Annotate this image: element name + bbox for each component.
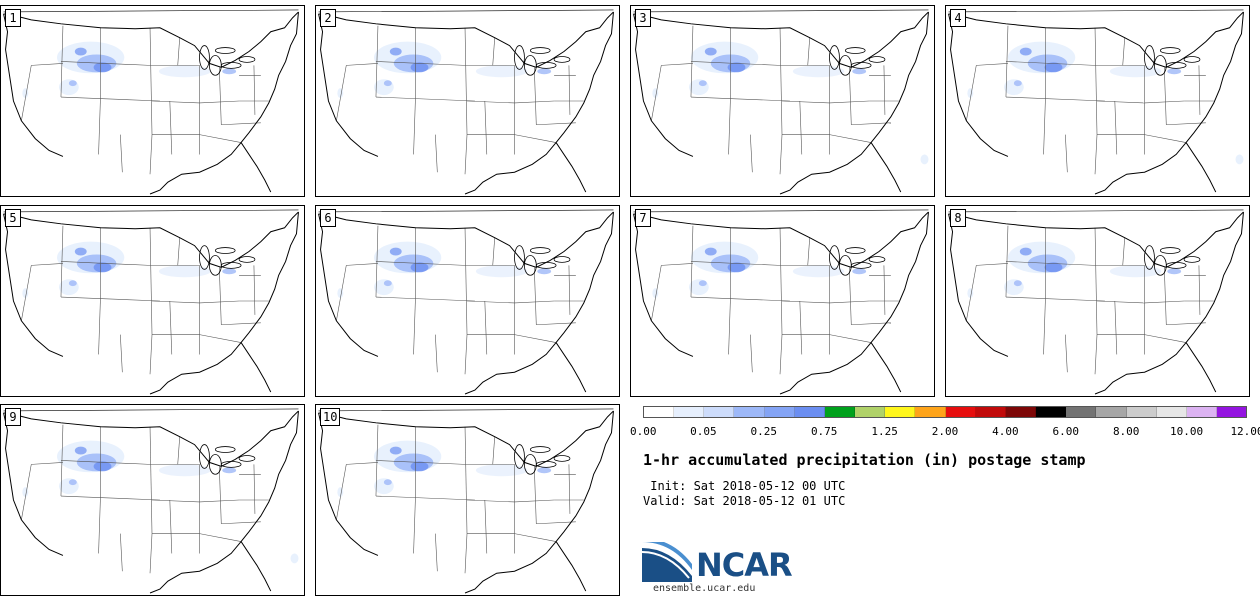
colorbar-tick-label: 4.00 <box>992 425 1019 438</box>
panel-number: 8 <box>950 209 966 227</box>
us-map <box>633 209 929 395</box>
colorbar-segment <box>824 407 856 417</box>
map-panel-9: 9 <box>0 404 305 596</box>
us-map <box>3 9 299 195</box>
precip-field <box>22 440 299 564</box>
colorbar-tick-label: 6.00 <box>1052 425 1080 438</box>
ncar-url: ensemble.ucar.edu <box>653 583 756 594</box>
colorbar-segment <box>855 407 886 417</box>
ncar-logo-text: NCAR <box>696 546 793 584</box>
map-panel-2: 2 <box>315 5 620 197</box>
panel-number: 10 <box>320 408 341 426</box>
precip-colorbar <box>643 406 1247 418</box>
colorbar-segment <box>1096 407 1127 417</box>
colorbar-tick-label: 0.05 <box>690 425 717 438</box>
precip-field <box>22 41 237 99</box>
ncar-swoosh-icon <box>642 542 692 582</box>
colorbar-segment <box>1216 407 1247 417</box>
us-map <box>3 209 299 395</box>
us-map <box>318 408 614 594</box>
map-panel-6: 6 <box>315 205 620 397</box>
panel-number: 1 <box>5 9 21 27</box>
us-map <box>948 209 1244 395</box>
colorbar-segment <box>704 407 735 417</box>
colorbar-tick-label: 0.00 <box>630 425 657 438</box>
precip-field <box>337 41 552 99</box>
colorbar-tick-label: 0.25 <box>750 425 778 438</box>
colorbar-segment <box>1126 407 1157 417</box>
init-time: Init: Sat 2018-05-12 00 UTC <box>643 479 846 493</box>
colorbar-segment <box>1156 407 1187 417</box>
colorbar-segment <box>734 407 765 417</box>
panel-number: 5 <box>5 209 21 227</box>
us-map <box>633 9 929 195</box>
map-panel-5: 5 <box>0 205 305 397</box>
panel-number: 6 <box>320 209 336 227</box>
precip-field <box>337 241 552 299</box>
colorbar-segment <box>915 407 946 417</box>
colorbar-tick-label: 12.00 <box>1230 425 1260 438</box>
map-panel-8: 8 <box>945 205 1250 397</box>
colorbar-segment <box>975 407 1006 417</box>
colorbar-segment <box>885 407 916 417</box>
panel-number: 3 <box>635 9 651 27</box>
colorbar-segment <box>1005 407 1037 417</box>
colorbar-tick-label: 8.00 <box>1112 425 1140 438</box>
valid-time: Valid: Sat 2018-05-12 01 UTC <box>643 494 846 508</box>
precip-field <box>337 440 552 498</box>
precip-field <box>652 41 929 165</box>
precip-field <box>652 241 867 299</box>
colorbar-segment <box>1066 407 1097 417</box>
colorbar-segment <box>764 407 795 417</box>
panel-number: 9 <box>5 408 21 426</box>
panel-number: 7 <box>635 209 651 227</box>
map-panel-4: 4 <box>945 5 1250 197</box>
us-map <box>318 9 614 195</box>
colorbar-segment <box>1036 407 1067 417</box>
colorbar-tick-label: 10.00 <box>1170 425 1204 438</box>
us-map <box>318 209 614 395</box>
ncar-logo: NCAR ensemble.ucar.edu <box>642 540 793 596</box>
colorbar-segment <box>1186 407 1217 417</box>
map-panel-7: 7 <box>630 205 935 397</box>
precip-field <box>22 241 237 299</box>
us-map <box>948 9 1244 195</box>
precip-field <box>967 41 1244 165</box>
colorbar-tick-label: 2.00 <box>931 425 959 438</box>
precip-field <box>967 241 1182 299</box>
panel-number: 2 <box>320 9 336 27</box>
colorbar-tick-label: 1.25 <box>871 425 898 438</box>
colorbar-segment <box>674 407 705 417</box>
figure-title: 1-hr accumulated precipitation (in) post… <box>643 451 1086 469</box>
map-panel-10: 10 <box>315 404 620 596</box>
map-panel-3: 3 <box>630 5 935 197</box>
colorbar-segment <box>644 407 675 417</box>
colorbar-segment <box>945 407 976 417</box>
map-panel-1: 1 <box>0 5 305 197</box>
panel-number: 4 <box>950 9 966 27</box>
colorbar-segment <box>794 407 825 417</box>
colorbar-tick-label: 0.75 <box>810 425 838 438</box>
us-map <box>3 408 299 594</box>
